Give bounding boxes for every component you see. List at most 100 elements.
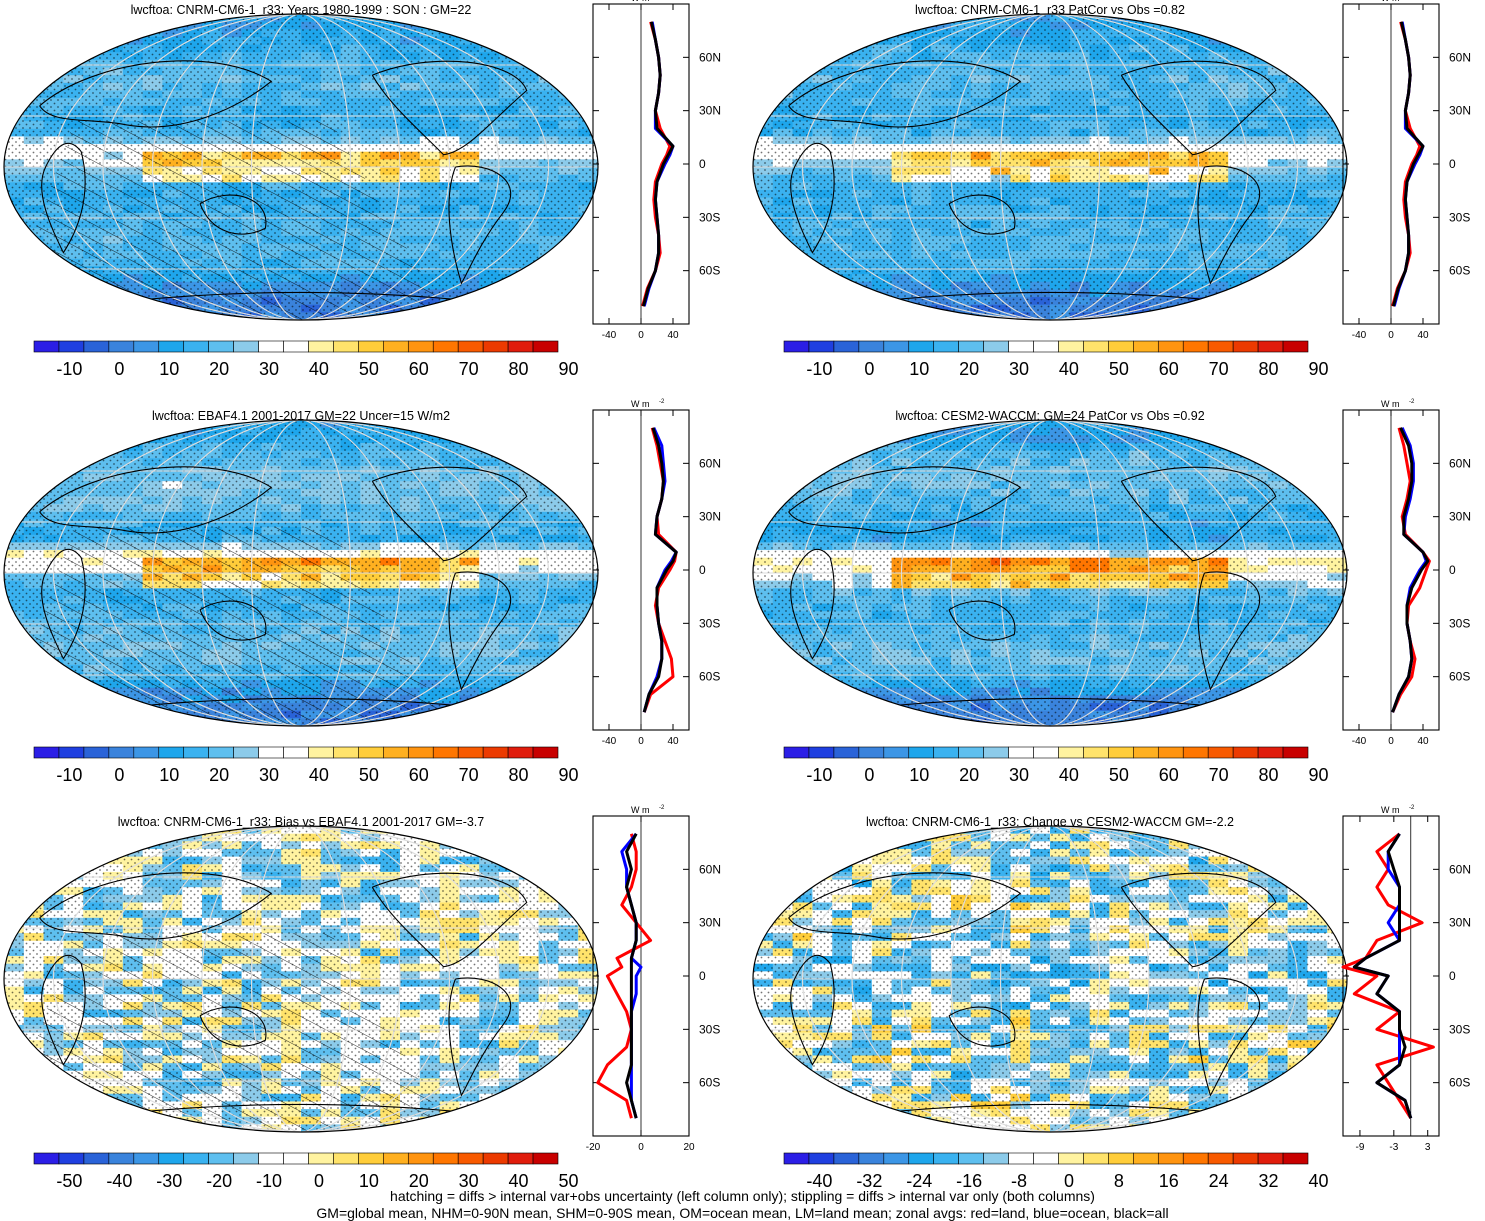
zonal-xtick-label: -40	[602, 736, 617, 747]
colorbar-box	[783, 1152, 810, 1165]
colorbar-box	[283, 340, 309, 353]
colorbar-label: 30	[259, 765, 279, 785]
zonal-lat-label: 30N	[1449, 510, 1471, 524]
zonal-lat-label: 30N	[699, 510, 721, 524]
zonal-lat-label: 30N	[1449, 916, 1471, 930]
zonal-lat-label: 0	[1449, 969, 1456, 983]
colorbar-box	[158, 1152, 185, 1165]
zonal-plot: -20 0 20 60N 30N 0 30S 60S W m -2	[586, 805, 721, 1153]
colorbar-label: 24	[1209, 1171, 1229, 1191]
zonal-xtick-label: 0	[638, 1142, 644, 1153]
colorbar-box	[808, 1152, 835, 1165]
colorbar-label: 60	[409, 765, 429, 785]
colorbar-label: 40	[309, 359, 329, 379]
colorbar-label: 20	[409, 1171, 429, 1191]
australia	[199, 1006, 267, 1047]
colorbar-box	[83, 746, 110, 759]
colorbar-box	[358, 340, 384, 353]
colorbar-label: -40	[106, 1171, 132, 1191]
zonal-xtick-label: 20	[683, 1142, 695, 1153]
antarctica	[122, 291, 480, 303]
colorbar-box	[183, 746, 209, 759]
coastlines	[39, 872, 528, 1115]
south-america	[448, 977, 511, 1097]
eurasia	[788, 60, 1022, 128]
colorbar-box	[983, 746, 1009, 759]
colorbar-box	[808, 746, 835, 759]
colorbar-label: -10	[806, 359, 832, 379]
colorbar-label: 30	[1009, 765, 1029, 785]
africa	[790, 548, 835, 660]
colorbar-label: 30	[1009, 359, 1029, 379]
colorbar-label: 60	[409, 359, 429, 379]
panel-1: lwcftoa: CNRM-CM6-1_r33: Years 1980-1999…	[3, 0, 721, 379]
zonal-lat-label: 30N	[1449, 104, 1471, 118]
colorbar-box	[532, 746, 559, 759]
map-border	[752, 419, 1348, 727]
colorbar: -10 0 10 20 30 40 50 60 70 80 90	[783, 746, 1328, 785]
zonal-unit: W m	[631, 805, 650, 815]
colorbar-box	[308, 746, 334, 759]
colorbar-box	[333, 1152, 359, 1165]
colorbar-box	[1083, 340, 1109, 353]
colorbar-box	[58, 340, 85, 353]
colorbar-label: 40	[1059, 359, 1079, 379]
colorbar-box	[432, 746, 459, 759]
colorbar-box	[1108, 340, 1134, 353]
zonal-lat-label: 60N	[699, 862, 721, 876]
colorbar-box	[308, 340, 334, 353]
colorbar-label: 10	[909, 765, 929, 785]
panel-2: lwcftoa: CNRM-CM6-1_r33 PatCor vs Obs =0…	[752, 0, 1471, 379]
colorbar-box	[507, 340, 534, 353]
zonal-xtick-label: -40	[602, 330, 617, 341]
colorbar-label: 60	[1159, 765, 1179, 785]
colorbar-box	[1182, 1152, 1209, 1165]
australia	[199, 600, 267, 641]
eurasia	[39, 466, 273, 534]
colorbar-box	[1282, 1152, 1309, 1165]
coastlines	[39, 466, 528, 709]
map	[753, 14, 1347, 320]
zonal-xtick-label: 40	[667, 736, 679, 747]
colorbar-label: -24	[906, 1171, 932, 1191]
zonal-xtick-label: 0	[1388, 330, 1394, 341]
zonal-lat-label: 60N	[699, 456, 721, 470]
colorbar-box	[283, 1152, 309, 1165]
zonal-lat-label: 30N	[699, 104, 721, 118]
africa	[41, 954, 86, 1066]
colorbar-label: -10	[256, 1171, 282, 1191]
colorbar: -40 -32 -24 -16 -8 0 8 16 24 32 40	[783, 1152, 1328, 1191]
colorbar-box	[83, 1152, 110, 1165]
colorbar-box	[283, 746, 309, 759]
zonal-lat-label: 0	[699, 563, 706, 577]
colorbar-label: -30	[156, 1171, 182, 1191]
zonal-lat-label: 30S	[699, 1022, 720, 1036]
zonal-plot: -9 -3 3 60N 30N 0 30S 60S W m -2	[1341, 805, 1471, 1153]
zonal-xtick-label: 0	[1388, 736, 1394, 747]
zonal-lat-label: 60S	[1449, 1076, 1470, 1090]
eurasia	[39, 872, 273, 940]
colorbar-box	[58, 1152, 85, 1165]
zonal-lat-label: 60N	[699, 50, 721, 64]
colorbar-box	[833, 340, 860, 353]
map	[753, 826, 1347, 1132]
colorbar-box	[1232, 746, 1259, 759]
colorbar-label: 90	[1308, 359, 1328, 379]
south-america	[1197, 977, 1260, 1097]
colorbar-label: 80	[509, 765, 529, 785]
colorbar-label: 20	[209, 359, 229, 379]
colorbar-label: 30	[459, 1171, 479, 1191]
colorbar-box	[833, 746, 860, 759]
colorbar-box	[233, 1152, 259, 1165]
colorbar-box	[1008, 340, 1034, 353]
panel-5: lwcftoa: CNRM-CM6-1_r33: Bias vs EBAF4.1…	[3, 805, 721, 1191]
colorbar-label: 0	[114, 359, 124, 379]
zonal-unit-exp: -2	[659, 805, 665, 811]
colorbar-box	[1058, 340, 1084, 353]
panel-6: lwcftoa: CNRM-CM6-1_r33: Change vs CESM2…	[752, 805, 1471, 1191]
colorbar-label: -8	[1011, 1171, 1027, 1191]
africa	[41, 142, 86, 254]
